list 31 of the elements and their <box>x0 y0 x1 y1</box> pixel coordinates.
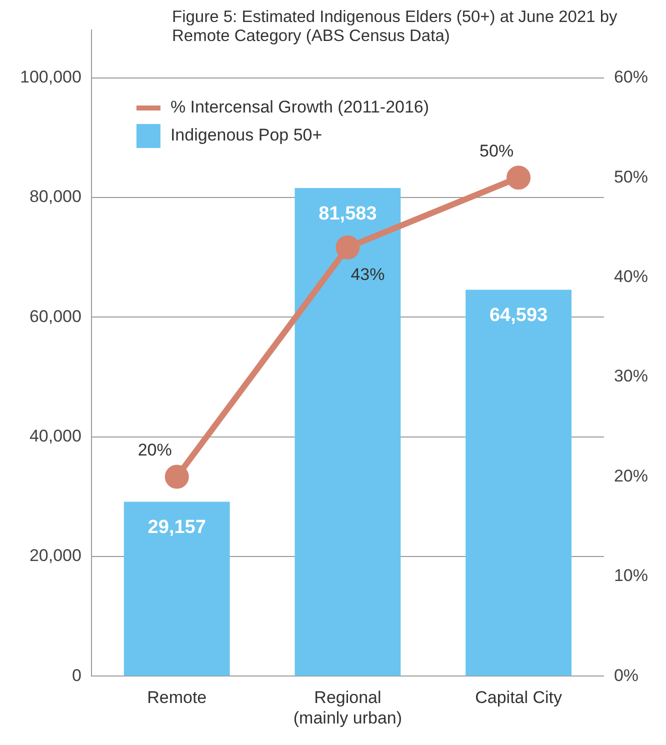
y2-tick-label: 10% <box>614 566 648 586</box>
legend-label: Indigenous Pop 50+ <box>170 126 322 145</box>
bar <box>124 502 230 676</box>
point <box>164 464 189 489</box>
y-tick-label: 40,000 <box>29 426 82 446</box>
y-tick-label: 60,000 <box>29 306 82 326</box>
data-label: 43% <box>350 265 385 284</box>
y2-tick-label: 20% <box>614 466 648 486</box>
x-tick-label: Remote <box>147 688 207 708</box>
y-tick-label: 20,000 <box>29 546 82 566</box>
y-tick-label: 0 <box>72 666 82 685</box>
legend-label: % Intercensal Growth (2011-2016) <box>170 98 430 117</box>
y2-tick-label: 0% <box>614 666 639 685</box>
bar <box>466 290 572 676</box>
y2-tick-label: 60% <box>614 68 648 87</box>
y2-tick-label: 50% <box>614 167 648 186</box>
data-label: 20% <box>138 440 172 460</box>
data-label: 29,157 <box>148 516 206 538</box>
point <box>336 235 360 260</box>
y2-tick-label: 40% <box>614 267 648 286</box>
point <box>506 166 531 190</box>
chart-title: Figure 5: Estimated Indigenous Elders (50+) at June 2021 by Remote Category (ABS Census Data) <box>172 8 618 46</box>
data-label: 81,583 <box>318 203 377 224</box>
y-tick-label: 80,000 <box>29 187 82 206</box>
data-label: 64,593 <box>489 304 548 326</box>
x-tick-label: Regional (mainly urban) <box>293 688 402 728</box>
x-tick-label: Capital City <box>475 688 563 708</box>
y2-tick-label: 30% <box>614 366 648 386</box>
bar <box>294 188 401 676</box>
data-label: 50% <box>480 141 514 160</box>
y-tick-label: 100,000 <box>20 68 82 87</box>
